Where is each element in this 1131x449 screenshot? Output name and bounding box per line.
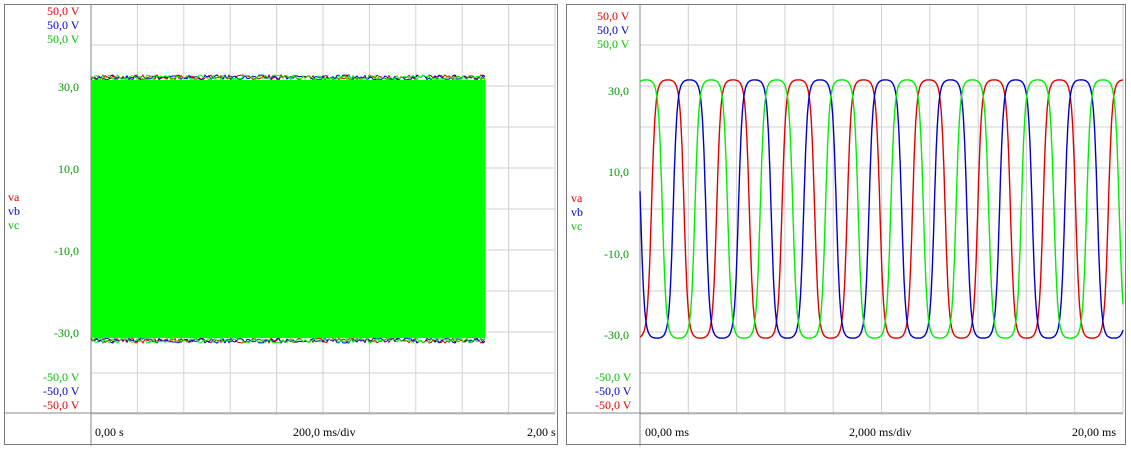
y-tick-30: 30,0 bbox=[58, 80, 79, 94]
plot-area-left bbox=[5, 5, 556, 446]
scale-top-vc: 50,0 V bbox=[597, 37, 630, 51]
series-vb-line bbox=[639, 79, 1124, 339]
y-tick-10: 10,0 bbox=[58, 162, 79, 176]
y-tick-10: 10,0 bbox=[608, 165, 629, 179]
y-tick-30: 30,0 bbox=[608, 84, 629, 98]
x-tick-div: 2,000 ms/div bbox=[849, 425, 912, 439]
series-vc-envelope-top bbox=[90, 74, 486, 81]
grid bbox=[567, 5, 1124, 446]
y-tick-minus10: -10,0 bbox=[604, 247, 629, 261]
series-vc-band bbox=[91, 79, 486, 339]
series-va-line bbox=[639, 79, 1124, 339]
scale-bottom-va: -50,0 V bbox=[43, 398, 80, 412]
series-vc-envelope-bottom bbox=[90, 337, 486, 344]
x-tick-end: 20,00 ms bbox=[1072, 425, 1117, 439]
x-tick-start: 00,00 ms bbox=[645, 425, 690, 439]
x-tick-end: 2,00 s bbox=[527, 425, 556, 439]
y-tick-minus10: -10,0 bbox=[54, 244, 79, 258]
y-tick-minus30: -30,0 bbox=[54, 326, 79, 340]
legend-vc: vc bbox=[8, 218, 20, 232]
legend-va: va bbox=[8, 190, 20, 204]
scale-bottom-vb: -50,0 V bbox=[43, 384, 80, 398]
scale-bottom-vb: -50,0 V bbox=[595, 384, 632, 398]
plot-area-right bbox=[567, 5, 1124, 446]
legend-vb: vb bbox=[571, 205, 583, 219]
scale-top-vb: 50,0 V bbox=[47, 18, 80, 32]
scale-bottom-vc: -50,0 V bbox=[595, 370, 632, 384]
legend-va: va bbox=[571, 191, 583, 205]
legend-vb: vb bbox=[8, 204, 20, 218]
chart-panel-left: 50,0 V 50,0 V 50,0 V va vb vc 30,0 10,0 … bbox=[4, 4, 558, 446]
scale-bottom-va: -50,0 V bbox=[595, 398, 632, 412]
series-vc-line bbox=[639, 79, 1124, 339]
legend-vc: vc bbox=[571, 219, 583, 233]
chart-panel-right: 50,0 V 50,0 V 50,0 V va vb vc 30,0 10,0 … bbox=[566, 4, 1126, 446]
scale-top-vb: 50,0 V bbox=[597, 23, 630, 37]
scale-top-va: 50,0 V bbox=[47, 4, 80, 18]
scale-top-vc: 50,0 V bbox=[47, 32, 80, 46]
x-tick-div: 200,0 ms/div bbox=[293, 425, 356, 439]
x-tick-start: 0,00 s bbox=[95, 425, 124, 439]
scale-bottom-vc: -50,0 V bbox=[43, 370, 80, 384]
y-tick-minus30: -30,0 bbox=[604, 328, 629, 342]
scale-top-va: 50,0 V bbox=[597, 9, 630, 23]
